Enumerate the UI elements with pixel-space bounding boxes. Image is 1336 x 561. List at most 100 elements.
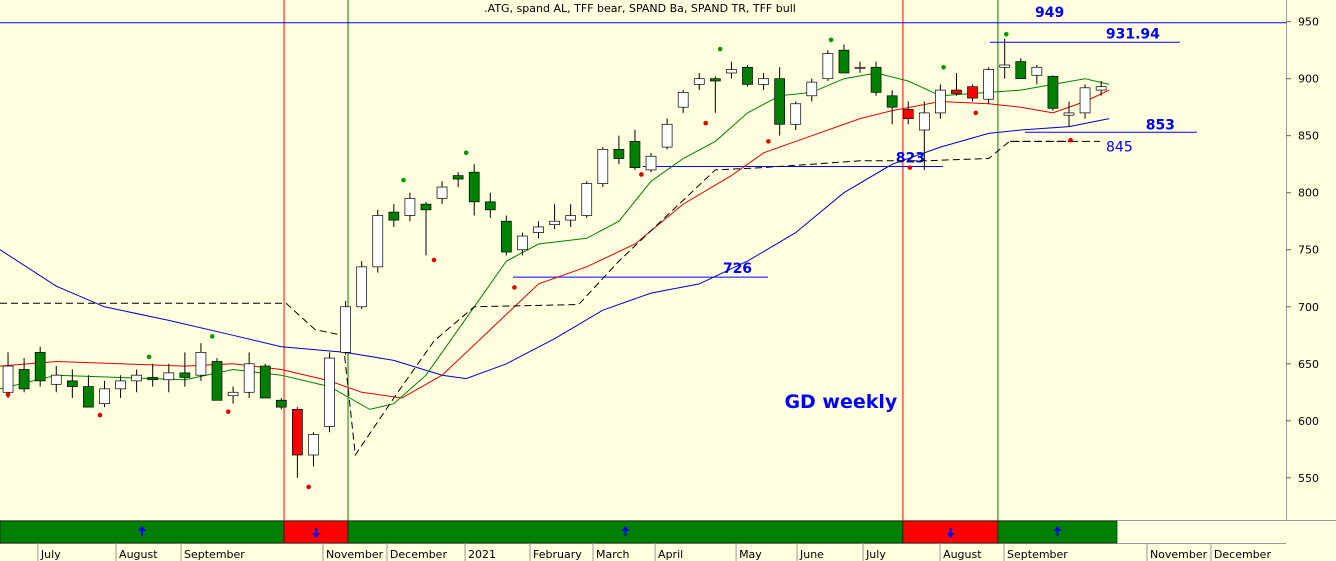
candle-body xyxy=(838,49,850,74)
ma-line xyxy=(0,89,1110,399)
level-label: 931.94 xyxy=(1106,26,1160,42)
candle-body xyxy=(404,198,416,216)
y-tick-label: 600 xyxy=(1298,415,1319,428)
y-tick-label: 550 xyxy=(1298,472,1319,485)
signal-dot xyxy=(401,177,406,183)
signal-dot xyxy=(717,46,723,52)
candle-body xyxy=(50,374,62,385)
x-tick-label: November xyxy=(1150,548,1208,561)
candle-body xyxy=(324,357,335,427)
candle-body xyxy=(1095,86,1107,91)
candle-body xyxy=(468,171,480,203)
x-tick-label: June xyxy=(799,548,824,561)
level-label: 726 xyxy=(723,261,752,277)
candle-body xyxy=(308,434,319,456)
x-tick-label: September xyxy=(1007,548,1068,561)
level-label: 823 xyxy=(896,150,925,166)
candle-body xyxy=(742,66,753,85)
signal-dot xyxy=(941,64,946,70)
signal-arrow xyxy=(946,528,955,538)
candle-body xyxy=(870,66,882,93)
candle-body xyxy=(967,86,978,99)
signal-layer xyxy=(0,0,1118,544)
signal-dot xyxy=(639,172,644,177)
candle-body xyxy=(918,112,930,131)
candle-body xyxy=(259,365,271,399)
candle-body xyxy=(629,141,641,168)
signal-dot xyxy=(5,392,11,397)
candle-body xyxy=(613,149,625,159)
candle-body xyxy=(709,78,721,82)
x-tick-label: December xyxy=(1214,548,1272,561)
candle-body xyxy=(517,235,528,251)
candle-body xyxy=(1015,61,1027,80)
x-tick-label: February xyxy=(533,548,582,561)
y-tick-label: 650 xyxy=(1298,358,1319,371)
candle-body xyxy=(2,365,14,393)
signal-arrow xyxy=(312,528,321,538)
candle-body xyxy=(179,372,191,378)
x-tick-label: August xyxy=(119,548,158,561)
candle-body xyxy=(1063,112,1075,116)
candle-body xyxy=(275,399,287,408)
candle-body xyxy=(372,215,384,268)
signal-arrow xyxy=(621,526,630,536)
candle-body xyxy=(388,211,400,221)
x-tick-label: 2021 xyxy=(468,548,496,561)
candle-body xyxy=(66,380,78,387)
candle-body xyxy=(645,155,657,171)
candle-body xyxy=(935,89,946,114)
signal-dot xyxy=(1068,137,1073,143)
candle-body xyxy=(501,220,512,253)
axis-layer: 550 600 650 700 750 800 850 900 950 July August Sep… xyxy=(37,16,1319,561)
candle-body xyxy=(581,183,593,216)
signal-dot xyxy=(703,120,708,126)
ma-line xyxy=(0,72,1110,410)
x-tick-label: December xyxy=(390,548,448,561)
candle-body xyxy=(774,78,785,125)
y-tick-label: 700 xyxy=(1298,301,1319,314)
candle-body xyxy=(292,409,303,456)
level-label: 845 xyxy=(1106,139,1133,155)
signal-dot xyxy=(766,139,771,144)
candle-body xyxy=(822,53,834,80)
signal-dot xyxy=(146,354,152,360)
signal-arrow xyxy=(1053,526,1062,536)
candle-body xyxy=(758,78,769,85)
y-tick-label: 850 xyxy=(1298,130,1319,143)
level-label: 853 xyxy=(1146,117,1175,133)
candle-body xyxy=(983,69,994,100)
signal-dot xyxy=(828,37,834,43)
candle-body xyxy=(951,89,962,94)
candle-body xyxy=(18,369,30,390)
candle-body xyxy=(693,78,705,85)
candle-body xyxy=(806,81,818,97)
level-layer: 949 931.94 853 845 823 726 xyxy=(0,5,1286,278)
x-tick-label: August xyxy=(943,548,982,561)
candle-body xyxy=(677,92,689,108)
candle-body xyxy=(452,175,464,180)
signal-arrow xyxy=(138,526,147,536)
candle-body xyxy=(147,377,159,381)
signal-dot xyxy=(1003,31,1009,37)
y-tick-label: 750 xyxy=(1298,244,1319,257)
signal-dot xyxy=(512,285,517,290)
candle-body xyxy=(661,123,673,148)
candle-body xyxy=(211,361,223,401)
candle-body xyxy=(549,220,560,225)
candle-body xyxy=(195,352,207,376)
y-tick-label: 950 xyxy=(1298,16,1319,29)
candle-body xyxy=(902,109,914,119)
annotation: GD weekly xyxy=(784,391,897,413)
candle-body xyxy=(340,306,351,353)
x-tick-label: April xyxy=(658,548,683,561)
candle-body xyxy=(999,64,1011,68)
signal-dot xyxy=(225,409,231,414)
candle-body xyxy=(420,203,432,211)
candle-body xyxy=(1079,87,1091,114)
signal-dot xyxy=(907,165,913,170)
signal-dot xyxy=(306,484,311,490)
candle-body xyxy=(115,380,126,390)
